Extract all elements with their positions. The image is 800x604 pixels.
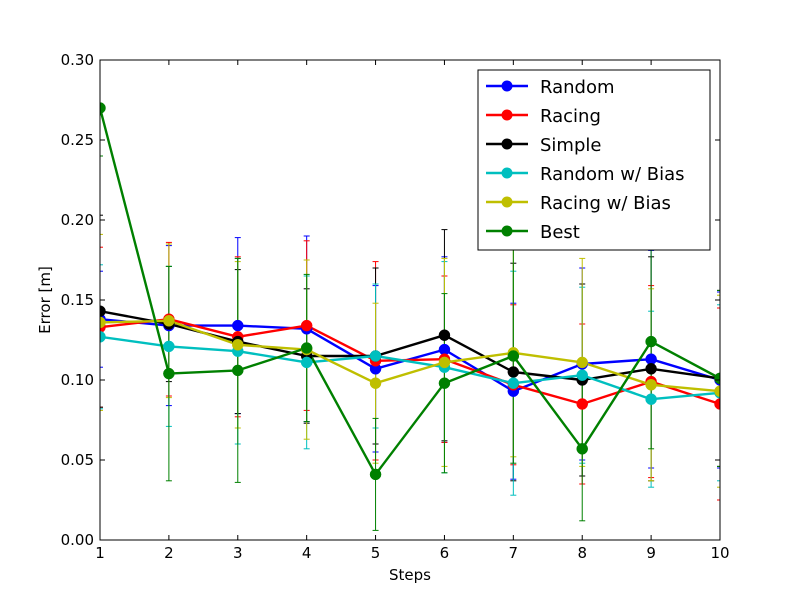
series-line-simple	[100, 310, 720, 382]
legend-item-best: Best	[486, 222, 580, 243]
data-point-best-4	[300, 342, 313, 354]
error-bar-simple-1	[100, 214, 103, 408]
legend-item-racing-w-bias: Racing w/ Bias	[486, 193, 671, 214]
y-tick-label-6: 0.30	[61, 51, 94, 69]
error-bar-racing-10	[717, 307, 720, 501]
data-point-racing-w-bias-1	[100, 316, 106, 329]
data-point-random-w-bias-4	[300, 356, 313, 369]
x-tick-label-4: 4	[302, 544, 312, 562]
axis-ticks-layer: 1 2 3 4 5 6 7 8 9 10 0.00 0.05 0.10 0.15 0.20 0.25 0.30	[61, 51, 730, 562]
data-point-best-9	[645, 335, 657, 348]
data-point-simple-1	[100, 305, 106, 317]
data-point-racing-8	[576, 398, 588, 410]
legend-label-random: Random	[540, 77, 615, 98]
error-bar-best-1	[100, 60, 103, 157]
data-point-best-10	[714, 372, 720, 385]
x-tick-label-7: 7	[509, 544, 519, 562]
y-tick-label-2: 0.10	[61, 371, 94, 389]
data-point-racing-w-bias-3	[232, 339, 244, 351]
data-point-random-w-bias-1	[100, 331, 106, 343]
legend-item-simple: Simple	[486, 135, 601, 156]
y-tick-label-3: 0.15	[61, 291, 94, 309]
data-point-racing-w-bias-8	[576, 356, 588, 369]
error-bar-racing-w-bias-10	[717, 294, 720, 488]
series-line-random-w-bias	[100, 335, 720, 401]
data-point-random-w-bias-7	[507, 377, 520, 389]
data-point-racing-w-bias-6	[438, 356, 451, 369]
data-point-random-3	[232, 319, 244, 332]
data-point-best-2	[163, 367, 175, 380]
legend-item-racing: Racing	[486, 106, 601, 127]
legend-label-simple: Simple	[540, 135, 601, 156]
legend-label-racing-w-bias: Racing w/ Bias	[540, 193, 671, 214]
x-tick-label-5: 5	[371, 544, 381, 562]
legend-items: Random Racing Simple Random w/ Bias Racing w…	[486, 77, 685, 243]
data-point-racing-w-bias-10	[714, 385, 720, 397]
series-line-racing-w-bias	[100, 319, 720, 393]
legend-swatch-marker-simple	[501, 138, 513, 150]
data-point-racing-w-bias-5	[369, 377, 382, 389]
error-bar-random-w-bias-1	[100, 264, 103, 410]
data-point-random-w-bias-2	[163, 340, 175, 353]
legend-swatch-marker-racing	[501, 109, 513, 121]
error-bar-random-w-bias-10	[717, 304, 720, 482]
error-bar-random-1	[100, 270, 103, 368]
x-tick-label-3: 3	[233, 544, 243, 562]
data-point-best-6	[438, 377, 451, 389]
data-point-simple-7	[507, 366, 520, 378]
legend-swatch-marker-random	[501, 80, 513, 92]
y-tick-label-1: 0.05	[61, 451, 94, 469]
data-point-racing-w-bias-2	[163, 315, 175, 327]
legend-box	[477, 69, 711, 251]
x-tick-label-2: 2	[164, 544, 174, 562]
x-tick-label-6: 6	[440, 544, 450, 562]
data-point-best-5	[369, 468, 382, 481]
y-tick-label-5: 0.25	[61, 131, 94, 149]
data-point-random-w-bias-8	[576, 369, 588, 381]
data-point-simple-9	[645, 363, 657, 375]
data-point-random-w-bias-5	[369, 350, 382, 362]
legend-label-racing: Racing	[540, 106, 601, 127]
x-tick-label-1: 1	[95, 544, 105, 562]
series-lines-layer	[100, 107, 720, 476]
data-point-best-1	[100, 102, 106, 114]
legend-item-random-w-bias: Random w/ Bias	[486, 164, 685, 185]
error-bar-random-10	[717, 291, 720, 469]
data-point-best-8	[576, 443, 588, 455]
data-point-random-w-bias-9	[645, 393, 657, 405]
legend-swatch-marker-racing-w-bias	[501, 196, 513, 208]
y-tick-label-4: 0.20	[61, 211, 94, 229]
y-tick-label-0: 0.00	[61, 531, 94, 549]
data-point-best-7	[507, 350, 520, 362]
x-tick-label-9: 9	[646, 544, 656, 562]
data-point-racing-10	[714, 398, 720, 410]
data-point-best-3	[232, 364, 244, 377]
legend-swatch-marker-best	[501, 225, 513, 237]
legend-item-random: Random	[486, 77, 615, 98]
error-bar-racing-w-bias-1	[100, 233, 103, 411]
legend: Random Racing Simple Random w/ Bias Racing w…	[477, 69, 711, 251]
legend-label-random-w-bias: Random w/ Bias	[540, 164, 685, 185]
legend-label-best: Best	[540, 222, 580, 243]
series-line-racing	[100, 318, 720, 406]
series-line-best	[100, 107, 720, 476]
series-markers-layer	[100, 102, 720, 481]
data-point-simple-6	[438, 329, 451, 341]
x-tick-label-10: 10	[710, 544, 729, 562]
y-axis-title: Error [m]	[36, 266, 54, 334]
legend-swatch-marker-random-w-bias	[501, 167, 513, 179]
x-tick-label-8: 8	[577, 544, 587, 562]
x-axis-title: Steps	[389, 566, 431, 584]
error-bar-best-10	[717, 289, 720, 467]
data-point-racing-4	[300, 319, 313, 332]
data-point-racing-w-bias-9	[645, 379, 657, 391]
